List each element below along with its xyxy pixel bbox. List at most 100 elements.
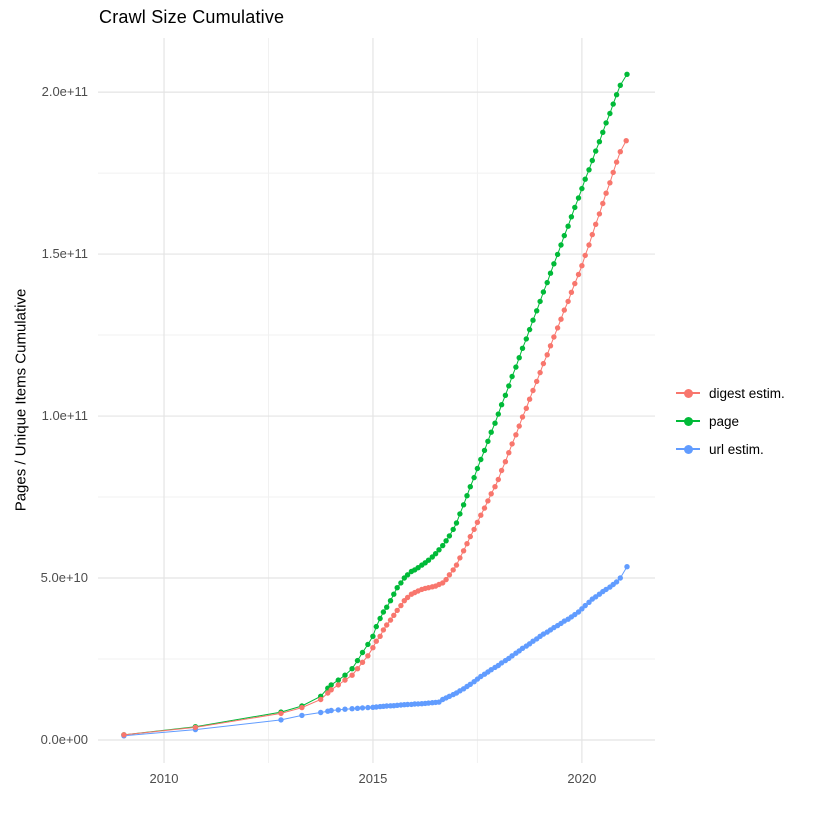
data-point-page: [373, 623, 379, 630]
data-point-page: [365, 641, 371, 648]
data-point-digest-estim: [467, 533, 473, 540]
data-point-page: [589, 157, 595, 164]
legend-dot-icon: [683, 416, 693, 426]
data-point-digest-estim: [506, 450, 512, 456]
data-point-page: [506, 383, 512, 389]
data-point-digest-estim: [582, 252, 588, 259]
data-point-page: [561, 232, 567, 239]
data-point-digest-estim: [558, 316, 564, 322]
data-point-page: [394, 585, 400, 591]
chart-title: Crawl Size Cumulative: [99, 7, 285, 27]
data-point-digest-estim: [478, 512, 484, 518]
data-point-digest-estim: [617, 149, 623, 155]
chart-canvas: [98, 38, 655, 763]
data-point-page: [359, 649, 366, 656]
data-point-page: [492, 420, 498, 426]
data-point-digest-estim: [359, 659, 366, 665]
data-point-url-estim: [354, 705, 361, 711]
data-point-page: [565, 223, 571, 229]
data-point-page: [575, 195, 582, 201]
data-point-digest-estim: [460, 548, 467, 554]
data-point-page: [440, 542, 446, 549]
data-point-page: [600, 129, 606, 135]
data-point-digest-estim: [387, 617, 394, 623]
data-point-digest-estim: [492, 484, 498, 490]
data-point-digest-estim: [365, 653, 371, 659]
legend: digest estim. page url estim.: [676, 379, 785, 463]
data-point-page: [384, 604, 390, 610]
data-point-digest-estim: [488, 491, 494, 497]
data-point-digest-estim: [568, 289, 575, 295]
y-tick-label: 1.5e+11: [41, 246, 88, 262]
data-point-page: [544, 279, 550, 286]
legend-dot-icon: [683, 444, 693, 454]
data-point-page: [464, 493, 470, 499]
data-point-digest-estim: [586, 242, 592, 248]
data-point-url-estim: [575, 609, 582, 615]
data-point-page: [498, 402, 505, 408]
data-point-digest-estim: [579, 263, 585, 269]
data-point-digest-estim: [498, 467, 505, 474]
data-point-digest-estim: [544, 352, 550, 358]
data-point-digest-estim: [623, 138, 629, 144]
data-point-digest-estim: [404, 594, 411, 601]
data-point-digest-estim: [519, 414, 526, 420]
data-point-digest-estim: [572, 280, 578, 287]
data-point-digest-estim: [398, 602, 404, 609]
data-point-page: [481, 447, 488, 454]
data-point-page: [398, 580, 404, 586]
data-point-page: [519, 345, 526, 351]
data-point-page: [471, 474, 477, 481]
legend-label: url estim.: [709, 441, 764, 457]
data-point-page: [526, 326, 533, 333]
legend-item-digest-estim: digest estim.: [676, 379, 785, 407]
data-point-page: [547, 270, 554, 276]
data-point-digest-estim: [481, 505, 488, 511]
data-point-url-estim: [384, 703, 390, 709]
data-point-digest-estim: [530, 387, 536, 394]
data-point-digest-estim: [537, 369, 543, 376]
data-point-url-estim: [335, 707, 341, 713]
y-tick-label: 1.0e+11: [41, 408, 88, 424]
data-point-url-estim: [349, 706, 355, 712]
data-point-digest-estim: [335, 682, 341, 688]
x-tick-label: 2015: [358, 771, 388, 786]
data-point-digest-estim: [600, 200, 606, 207]
data-point-url-estim: [328, 707, 334, 714]
data-point-page: [446, 533, 453, 539]
data-point-page: [425, 557, 432, 563]
data-point-page: [460, 502, 467, 508]
y-tick-label: 0.0e+00: [40, 731, 88, 747]
data-point-page: [342, 672, 348, 678]
y-tick-label: 5.0e+10: [40, 570, 88, 586]
data-point-page: [370, 633, 376, 639]
data-point-digest-estim: [446, 572, 453, 578]
gridlines-minor: [98, 38, 655, 763]
data-point-digest-estim: [523, 405, 529, 411]
data-point-page: [540, 289, 547, 295]
data-point-digest-estim: [328, 687, 334, 693]
data-point-digest-estim: [443, 576, 449, 583]
data-point-page: [593, 148, 599, 154]
data-point-digest-estim: [603, 190, 609, 196]
data-point-url-estim: [365, 704, 371, 711]
data-point-page: [467, 484, 473, 490]
data-point-page: [432, 551, 439, 557]
data-point-page: [603, 120, 609, 126]
data-point-page: [404, 572, 411, 578]
y-tick-label: 2.0e+11: [41, 84, 88, 100]
data-point-digest-estim: [551, 334, 557, 340]
data-point-page: [450, 526, 456, 533]
data-point-digest-estim: [509, 441, 515, 447]
data-point-digest-estim: [373, 638, 379, 644]
data-point-page: [328, 682, 334, 688]
legend-key-icon-digest-estim: [676, 385, 700, 401]
legend-dot-icon: [683, 388, 693, 398]
legend-key-icon-page: [676, 413, 700, 429]
data-point-page: [354, 657, 361, 664]
data-point-page: [457, 511, 463, 517]
data-point-page: [558, 242, 564, 248]
data-point-page: [377, 615, 383, 622]
data-point-page: [502, 392, 509, 398]
